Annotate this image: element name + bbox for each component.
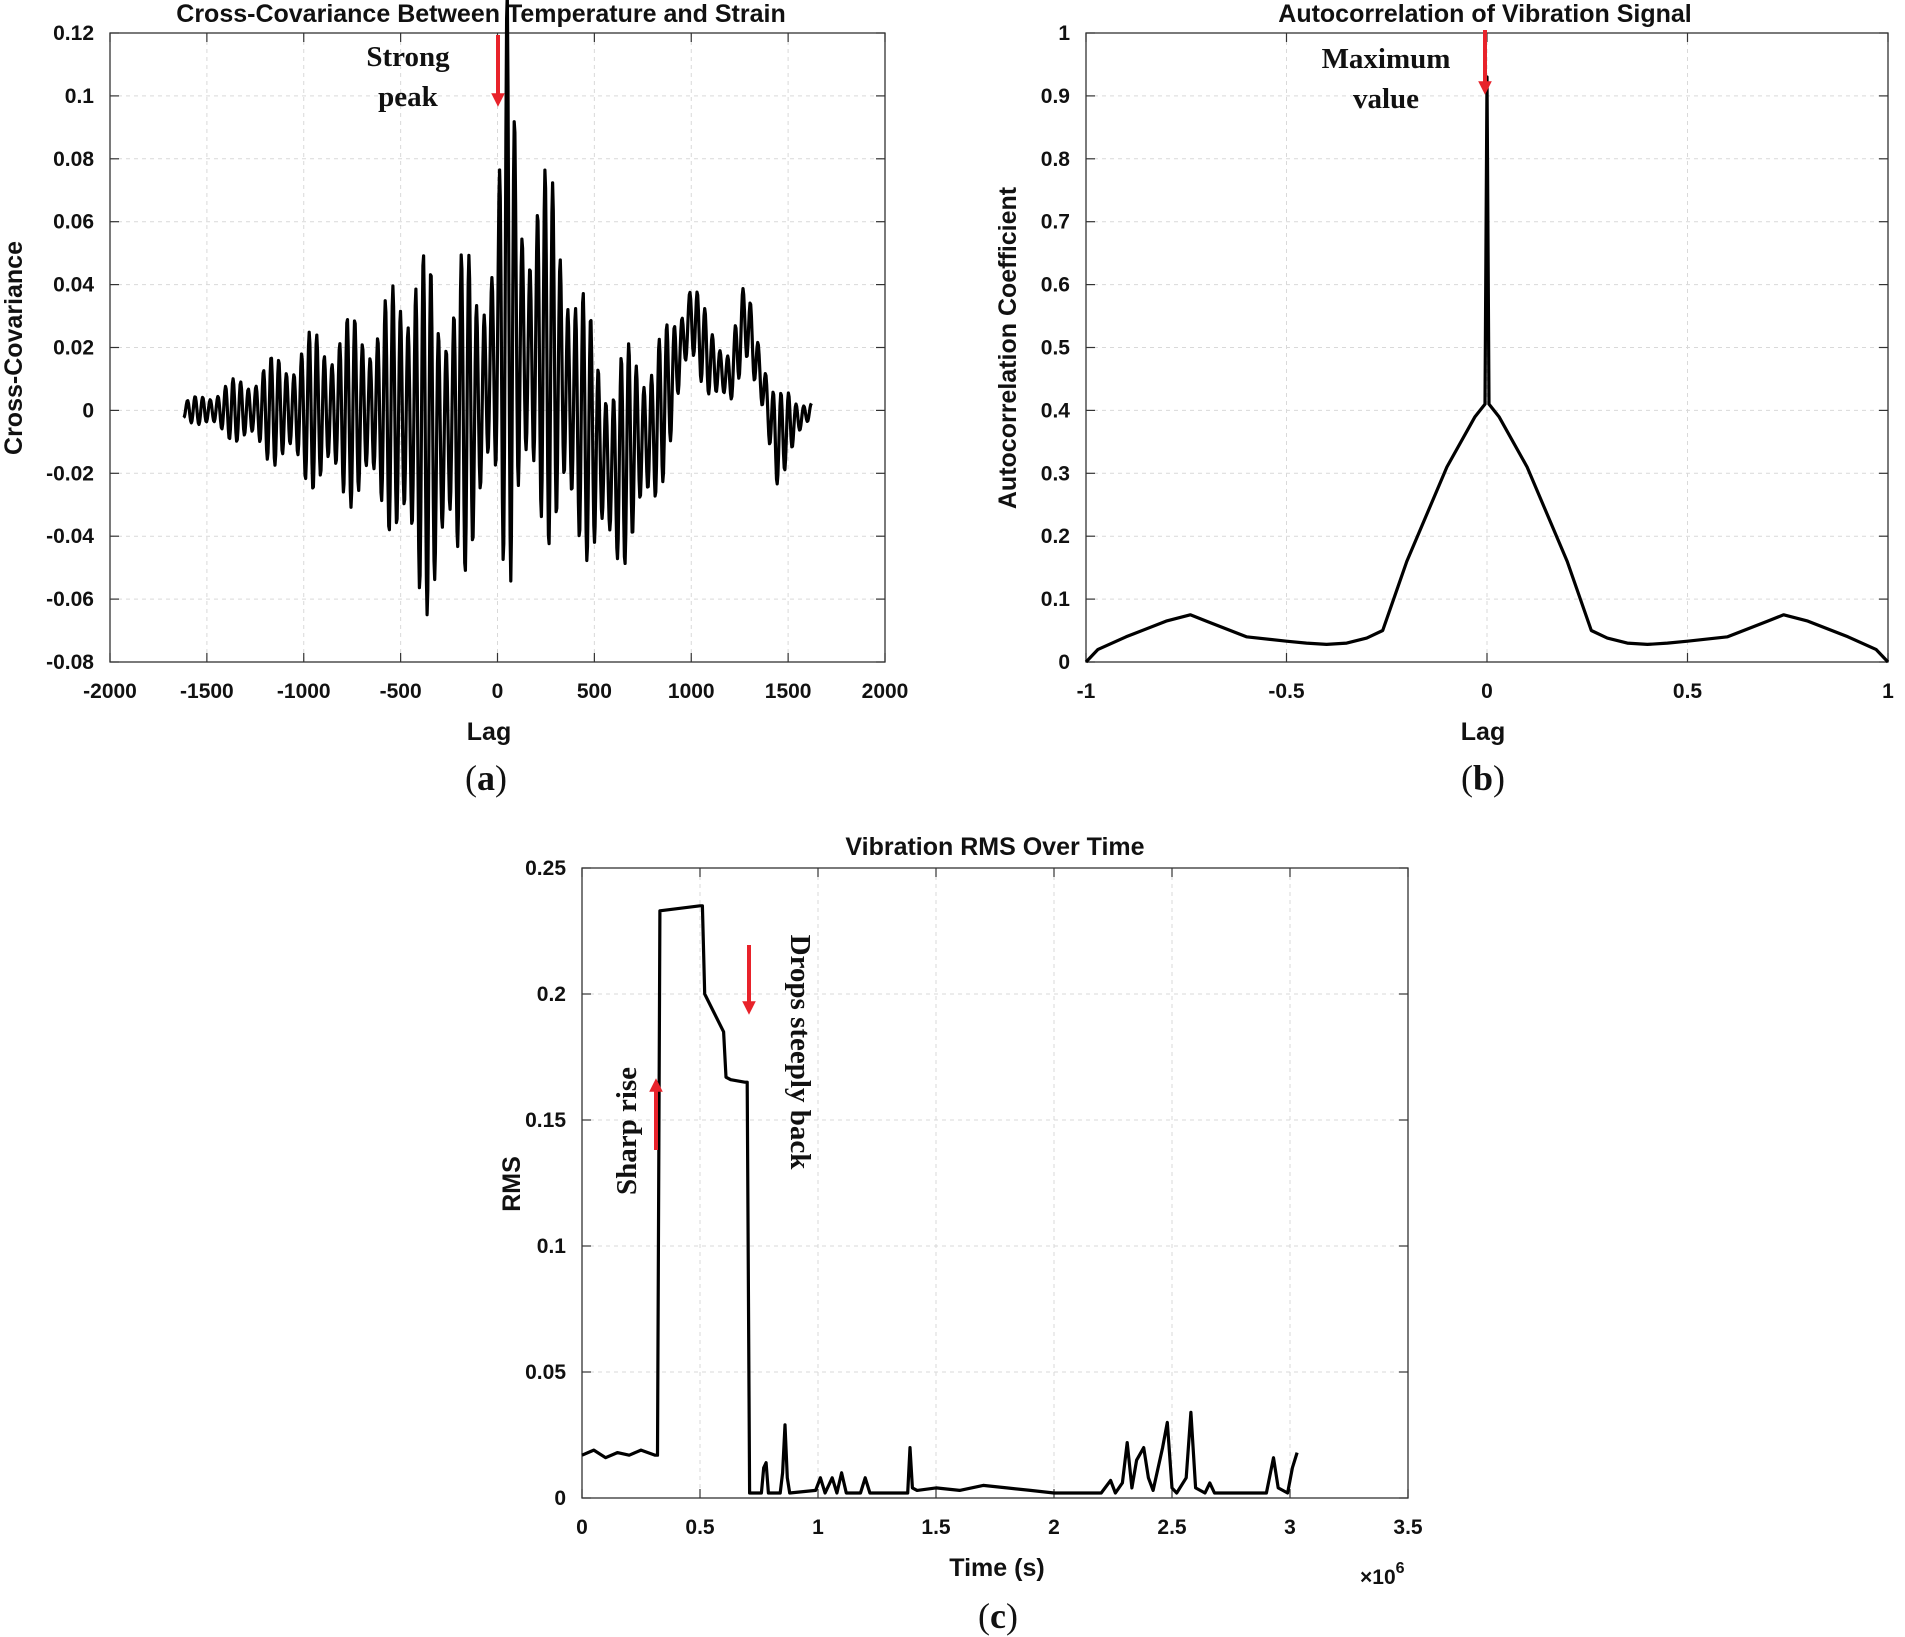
y-tick-label: 0.6 xyxy=(1041,274,1070,297)
x-axis-label: Lag xyxy=(1461,718,1505,746)
y-axis-ticks: -0.08 -0.06 -0.04 -0.02 0 0.02 0.04 0.06 0.08 0.1… xyxy=(46,22,885,674)
x-tick-label: 2.5 xyxy=(1157,1516,1187,1539)
x-tick-label: 3 xyxy=(1284,1516,1296,1539)
y-tick-label: -0.08 xyxy=(46,651,94,674)
panel-label: (c) xyxy=(978,1596,1018,1636)
x-tick-label: 2000 xyxy=(862,680,909,703)
x-tick-label: 3.5 xyxy=(1393,1516,1423,1539)
panel-b-autocorrelation: Autocorrelation of Vibration Signal -1 -0… xyxy=(994,0,1894,798)
x-tick-label: -500 xyxy=(380,680,422,703)
y-axis-ticks: 0 0.05 0.1 0.15 0.2 0.25 xyxy=(525,857,1408,1510)
y-tick-label: 0.12 xyxy=(53,22,94,45)
y-tick-label: 0.8 xyxy=(1041,148,1071,171)
y-tick-label: 0.5 xyxy=(1041,337,1071,360)
x-tick-label: 0.5 xyxy=(1673,680,1703,703)
y-tick-label: 0.04 xyxy=(53,274,94,297)
grid xyxy=(581,867,1409,1499)
y-axis-ticks: 0 0.1 0.2 0.3 0.4 0.5 0.6 0.7 0.8 0.9 1 xyxy=(1041,22,1888,674)
y-tick-label: 0.25 xyxy=(525,857,566,880)
x-tick-label: 0 xyxy=(492,680,504,703)
y-axis-label: Autocorrelation Coefficient xyxy=(994,186,1022,509)
y-tick-label: 0.9 xyxy=(1041,85,1070,108)
series-line-cross-covariance xyxy=(182,0,813,617)
y-tick-label: 0.2 xyxy=(1041,525,1070,548)
x-tick-label: 1 xyxy=(1882,680,1894,703)
x-axis-label: Time (s) xyxy=(949,1554,1044,1582)
y-tick-label: 0.7 xyxy=(1041,211,1070,234)
annotation-drops-steeply-back: Drops steeply back xyxy=(784,935,816,1171)
chart-title: Cross-Covariance Between Temperature and… xyxy=(176,0,785,28)
x-axis-multiplier: ×106 xyxy=(1360,1560,1405,1589)
x-tick-label: -2000 xyxy=(83,680,137,703)
x-axis-ticks: -1 -0.5 0 0.5 1 xyxy=(1077,33,1894,703)
y-tick-label: 0.1 xyxy=(1041,588,1071,611)
y-axis-label: Cross-Covariance xyxy=(0,241,28,455)
y-tick-label: 0.1 xyxy=(537,1235,567,1258)
annotation-sharp-rise: Sharp rise xyxy=(611,1067,643,1195)
series-line-rms xyxy=(581,904,1299,1495)
x-tick-label: 0 xyxy=(1481,680,1493,703)
x-axis-ticks: -2000 -1500 -1000 -500 0 500 1000 1500 2000 xyxy=(83,33,908,703)
y-axis-label: RMS xyxy=(498,1156,526,1212)
chart-title: Autocorrelation of Vibration Signal xyxy=(1278,0,1691,28)
x-tick-label: 1500 xyxy=(765,680,812,703)
y-tick-label: 1 xyxy=(1058,22,1070,45)
y-tick-label: -0.02 xyxy=(46,462,94,485)
y-tick-label: -0.06 xyxy=(46,588,94,611)
y-tick-label: 0.08 xyxy=(53,148,94,171)
x-tick-label: 1000 xyxy=(668,680,715,703)
y-tick-label: 0 xyxy=(554,1487,566,1510)
annotation-maximum: Maximum xyxy=(1322,43,1451,75)
panel-label: (b) xyxy=(1461,758,1505,798)
x-tick-label: -1 xyxy=(1077,680,1096,703)
x-tick-label: -1500 xyxy=(180,680,234,703)
y-tick-label: 0.15 xyxy=(525,1109,566,1132)
x-tick-label: 1.5 xyxy=(921,1516,951,1539)
annotation-peak: peak xyxy=(378,81,439,113)
x-tick-label: 2 xyxy=(1048,1516,1060,1539)
x-tick-label: -0.5 xyxy=(1268,680,1305,703)
x-axis-label: Lag xyxy=(467,718,511,746)
x-tick-label: 0 xyxy=(576,1516,588,1539)
annotation-value: value xyxy=(1353,83,1419,115)
y-tick-label: 0.1 xyxy=(65,85,95,108)
y-tick-label: 0 xyxy=(1058,651,1070,674)
panel-c-rms: Vibration RMS Over Time 0 0.5 1 1.5 2 2.5 3 3.5… xyxy=(498,833,1423,1636)
y-tick-label: 0.2 xyxy=(537,983,566,1006)
y-tick-label: 0.3 xyxy=(1041,462,1070,485)
chart-title: Vibration RMS Over Time xyxy=(845,833,1144,861)
y-tick-label: 0.06 xyxy=(53,211,94,234)
annotation-strong: Strong xyxy=(366,41,450,73)
y-tick-label: 0 xyxy=(82,399,94,422)
x-tick-label: 500 xyxy=(577,680,612,703)
y-tick-label: 0.05 xyxy=(525,1361,566,1384)
x-tick-label: -1000 xyxy=(277,680,331,703)
x-tick-label: 1 xyxy=(812,1516,824,1539)
panel-label: (a) xyxy=(465,758,507,798)
y-tick-label: 0.4 xyxy=(1041,399,1071,422)
x-axis-ticks: 0 0.5 1 1.5 2 2.5 3 3.5 xyxy=(576,868,1423,1539)
y-tick-label: -0.04 xyxy=(46,525,94,548)
x-tick-label: 0.5 xyxy=(685,1516,715,1539)
plot-frame xyxy=(581,867,1409,1499)
y-tick-label: 0.02 xyxy=(53,337,94,360)
panel-a-cross-covariance: Cross-Covariance Between Temperature and… xyxy=(0,0,908,798)
